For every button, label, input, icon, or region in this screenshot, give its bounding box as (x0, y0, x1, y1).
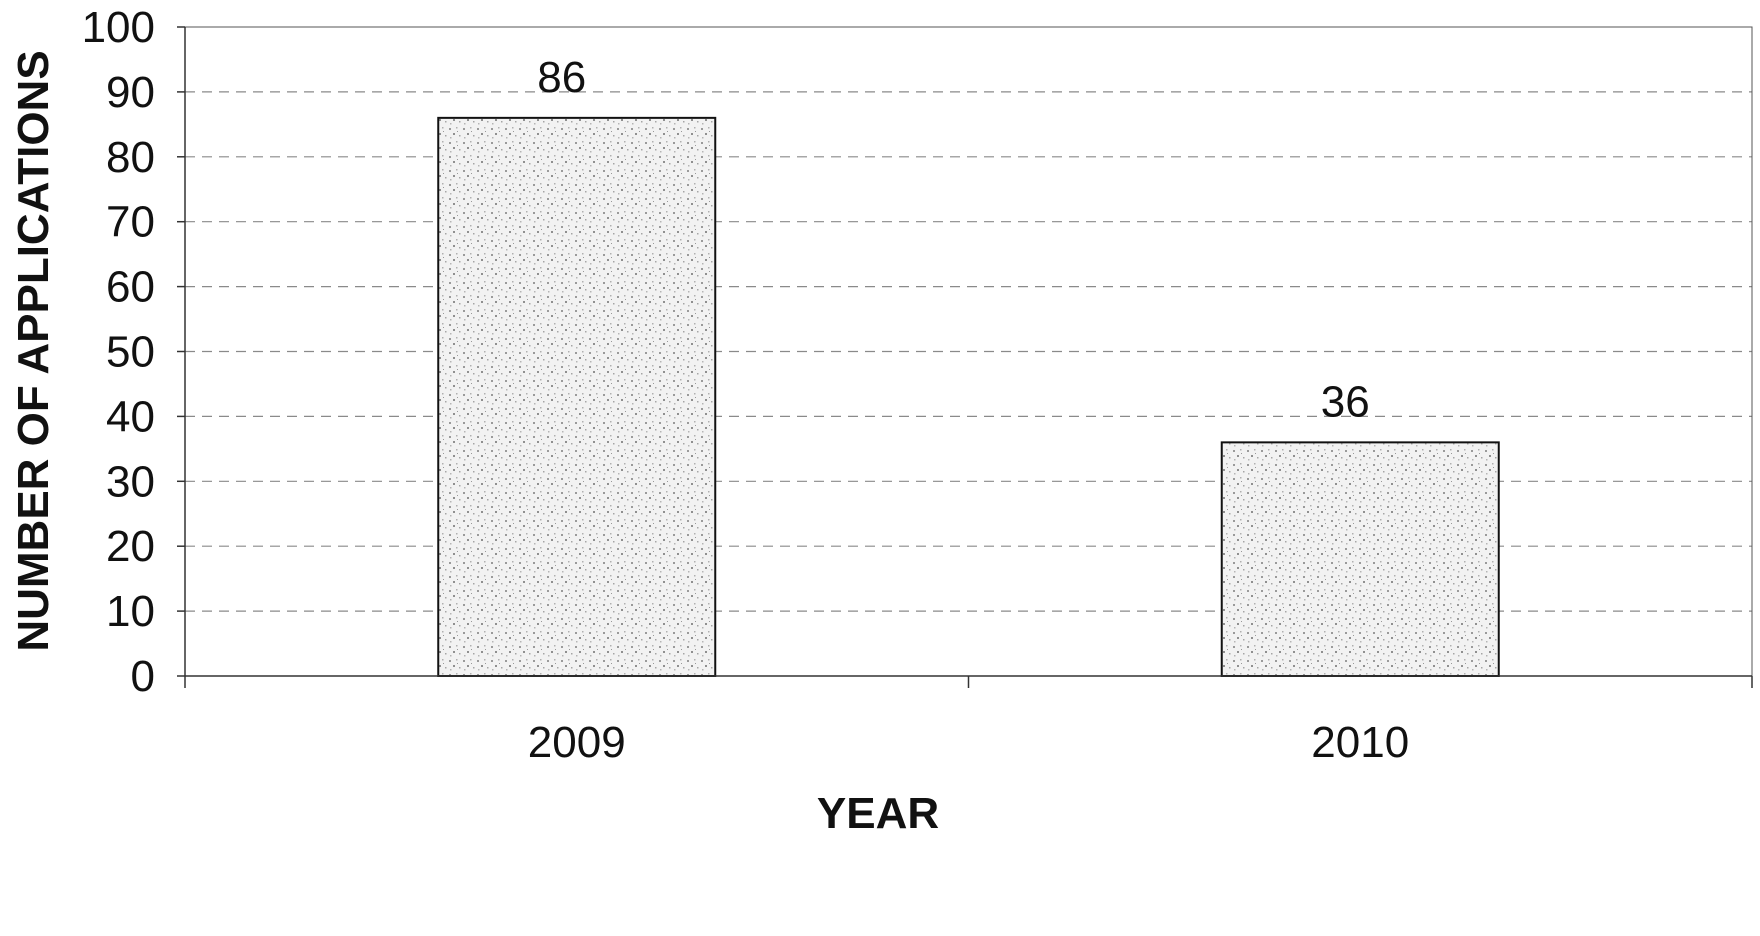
bar-2009 (437, 116, 717, 678)
y-tick-label: 10 (106, 587, 155, 636)
y-tick-label: 20 (106, 522, 155, 571)
y-tick-label: 50 (106, 328, 155, 377)
bars (437, 116, 1500, 678)
data-label-2009: 86 (537, 53, 586, 102)
y-tick-label: 30 (106, 457, 155, 506)
y-tick-label: 70 (106, 198, 155, 247)
y-tick-label: 40 (106, 392, 155, 441)
x-tick-label-2010: 2010 (1311, 718, 1409, 767)
y-tick-label: 0 (131, 652, 155, 701)
y-tick-label: 60 (106, 263, 155, 312)
gridlines (185, 91, 1752, 612)
y-tick-labels: 0 10 20 30 40 50 60 70 80 90 100 (82, 3, 155, 701)
x-tick-labels: 2009 2010 (528, 718, 1409, 767)
x-axis-title: YEAR (817, 789, 939, 838)
axes (177, 26, 1753, 688)
y-axis-title: NUMBER OF APPLICATIONS (9, 50, 58, 651)
y-tick-label: 100 (82, 3, 155, 52)
bar-2010 (1220, 441, 1500, 677)
y-tick-label: 90 (106, 68, 155, 117)
data-label-2010: 36 (1321, 377, 1370, 426)
data-labels: 86 36 (537, 53, 1370, 426)
y-tick-label: 80 (106, 133, 155, 182)
x-tick-label-2009: 2009 (528, 718, 626, 767)
